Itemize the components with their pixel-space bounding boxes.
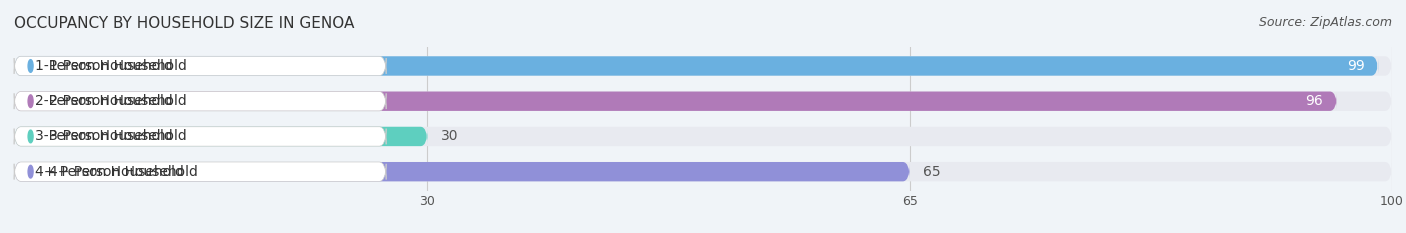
Text: Source: ZipAtlas.com: Source: ZipAtlas.com: [1258, 16, 1392, 29]
FancyBboxPatch shape: [14, 56, 1392, 76]
FancyBboxPatch shape: [14, 56, 387, 76]
Text: 65: 65: [924, 165, 941, 179]
Text: 3-Person Household: 3-Person Household: [35, 130, 173, 144]
FancyBboxPatch shape: [14, 127, 1392, 146]
FancyBboxPatch shape: [14, 162, 1392, 181]
Text: 96: 96: [1305, 94, 1323, 108]
Text: 4+ Person Household: 4+ Person Household: [35, 165, 184, 179]
Text: 4+ Person Household: 4+ Person Household: [48, 165, 197, 179]
FancyBboxPatch shape: [14, 56, 1378, 76]
Circle shape: [28, 60, 34, 72]
FancyBboxPatch shape: [14, 162, 910, 181]
Text: 99: 99: [1347, 59, 1364, 73]
Text: 2-Person Household: 2-Person Household: [35, 94, 173, 108]
Text: OCCUPANCY BY HOUSEHOLD SIZE IN GENOA: OCCUPANCY BY HOUSEHOLD SIZE IN GENOA: [14, 16, 354, 31]
FancyBboxPatch shape: [14, 127, 387, 146]
Circle shape: [28, 165, 34, 178]
Text: 30: 30: [441, 130, 458, 144]
FancyBboxPatch shape: [14, 162, 387, 181]
FancyBboxPatch shape: [14, 92, 387, 111]
Text: 1-Person Household: 1-Person Household: [35, 59, 173, 73]
FancyBboxPatch shape: [14, 92, 1392, 111]
Circle shape: [28, 130, 34, 143]
Circle shape: [28, 95, 34, 108]
FancyBboxPatch shape: [14, 127, 427, 146]
Text: 3-Person Household: 3-Person Household: [48, 130, 186, 144]
Text: 1-Person Household: 1-Person Household: [48, 59, 187, 73]
Text: 2-Person Household: 2-Person Household: [48, 94, 186, 108]
FancyBboxPatch shape: [14, 92, 1337, 111]
